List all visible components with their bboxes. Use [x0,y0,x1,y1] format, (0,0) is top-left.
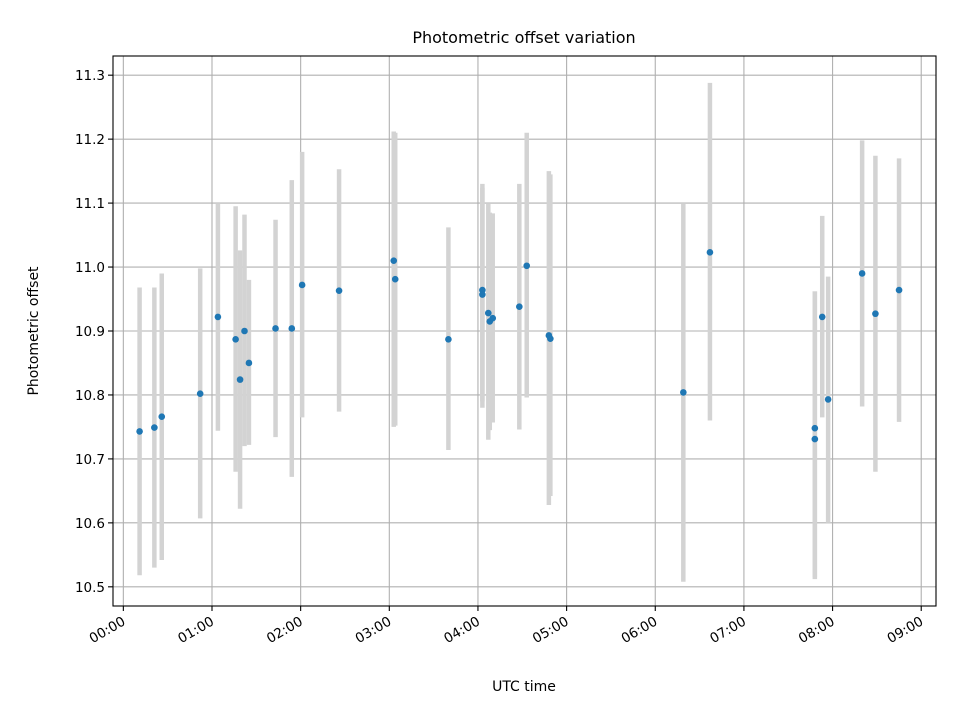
data-point [241,327,248,335]
y-tick-label: 10.9 [75,324,105,340]
x-tick-label: 08:00 [796,614,838,647]
data-point [214,313,222,321]
data-point [136,428,143,435]
data-point [547,335,554,342]
data-point [706,249,714,256]
data-point [824,396,832,403]
data-point [484,309,492,317]
data-point [445,336,452,343]
y-axis-label: Photometric offset [26,266,42,396]
y-tick-label: 11.0 [75,260,105,276]
x-tick-label: 09:00 [885,614,927,647]
data-point [858,270,866,277]
y-tick-label: 11.1 [75,196,105,212]
data-points [136,249,903,443]
data-point [288,325,296,332]
data-point [390,257,398,264]
y-tick-label: 10.7 [75,452,105,468]
data-point [872,310,879,318]
error-bars [137,82,902,582]
data-point [895,286,903,294]
x-axis: 00:00 01:00 02:00 03:00 04:00 05:00 06:00 07:00… [87,606,927,647]
x-tick-label: 04:00 [441,614,483,647]
x-tick-label: 07:00 [707,614,749,647]
data-point [680,389,687,396]
x-tick-label: 06:00 [619,614,661,647]
y-axis: 10.5 10.6 10.7 10.8 10.9 11.0 11.1 11.2 11.3 [75,68,113,596]
y-tick-label: 10.5 [75,580,105,596]
data-point [523,262,531,270]
data-point [245,359,253,367]
data-point [232,336,239,343]
x-tick-label: 03:00 [353,614,395,647]
data-point [236,376,244,383]
x-tick-label: 00:00 [87,614,129,647]
y-tick-label: 11.2 [75,132,105,148]
data-point [298,281,306,289]
data-point [196,390,204,397]
y-tick-label: 10.8 [75,388,105,404]
y-tick-label: 10.6 [75,516,105,532]
data-point [811,424,819,432]
data-point [335,287,343,295]
data-point [391,275,399,283]
x-tick-label: 02:00 [264,614,306,647]
x-tick-label: 01:00 [175,614,217,647]
data-point [811,435,819,443]
y-tick-label: 11.3 [75,68,105,84]
data-point [516,303,523,310]
data-point [272,325,279,332]
x-tick-label: 05:00 [530,614,572,647]
data-point [479,291,486,298]
data-point [489,314,497,322]
data-point [151,424,158,431]
x-axis-label: UTC time [492,679,556,695]
data-point [818,313,826,321]
data-point [158,413,166,420]
chart-title: Photometric offset variation [412,28,635,47]
